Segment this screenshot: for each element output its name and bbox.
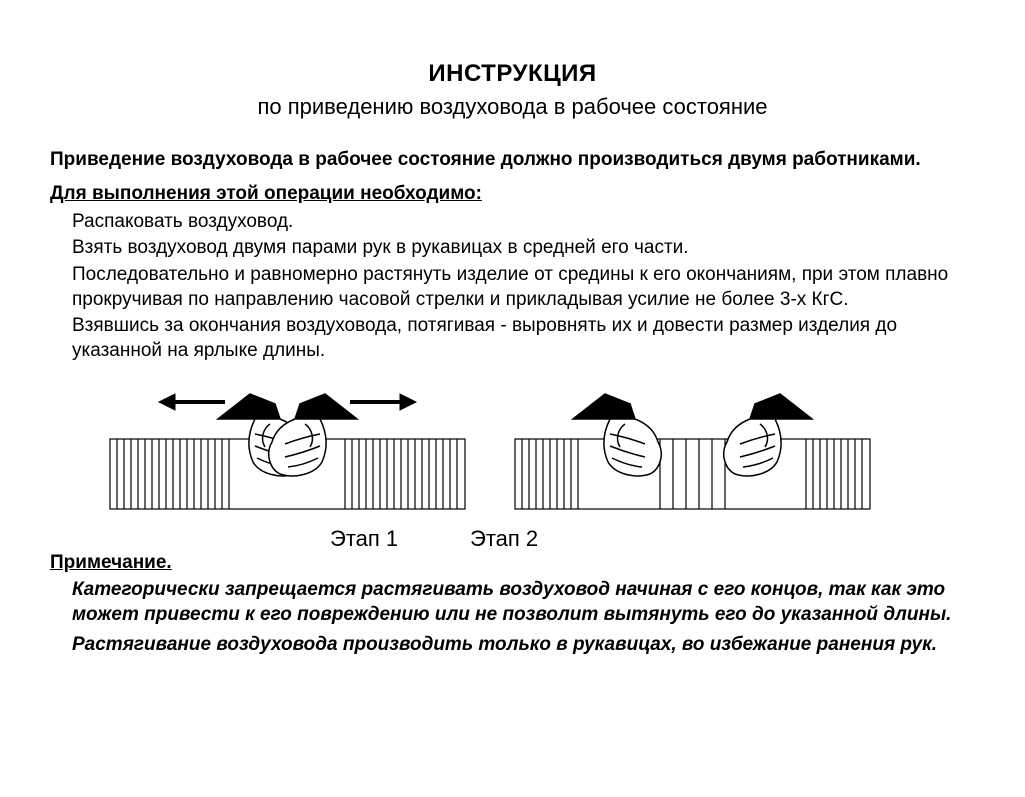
instruction-page: ИНСТРУКЦИЯ по приведению воздуховода в р… — [0, 0, 1025, 797]
step-item: Взять воздуховод двумя парами рук в рука… — [50, 236, 975, 261]
note-paragraph: Категорически запрещается растягивать во… — [50, 578, 975, 627]
stage2-figure — [510, 384, 875, 524]
diagram-row — [50, 384, 975, 524]
page-title: ИНСТРУКЦИЯ — [50, 60, 975, 88]
stage-labels: Этап 1 Этап 2 — [50, 524, 975, 552]
steps-header: Для выполнения этой операции необходимо: — [50, 183, 975, 205]
page-subtitle: по приведению воздуховода в рабочее сост… — [50, 94, 975, 120]
step-item: Последовательно и равномерно растянуть и… — [50, 263, 975, 312]
stage1-label: Этап 1 — [330, 526, 398, 552]
stage2-diagram-icon — [510, 384, 875, 524]
intro-paragraph: Приведение воздуховода в рабочее состоян… — [50, 148, 975, 173]
note-paragraph: Растягивание воздуховода производить тол… — [50, 633, 975, 658]
stage2-label: Этап 2 — [470, 526, 538, 552]
note-header: Примечание. — [50, 552, 975, 574]
stage1-figure — [105, 384, 470, 524]
stage1-diagram-icon — [105, 384, 470, 524]
step-item: Распаковать воздуховод. — [50, 210, 975, 235]
step-item: Взявшись за окончания воздуховода, потяг… — [50, 314, 975, 363]
